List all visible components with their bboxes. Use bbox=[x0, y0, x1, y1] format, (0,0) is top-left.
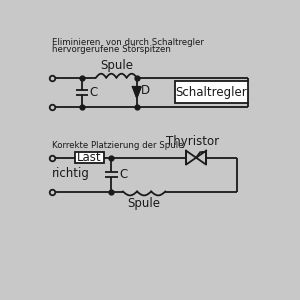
Text: C: C bbox=[119, 168, 128, 181]
Text: Eliminieren  von durch Schaltregler: Eliminieren von durch Schaltregler bbox=[52, 38, 204, 47]
Text: Spule: Spule bbox=[128, 197, 160, 210]
Text: Thyristor: Thyristor bbox=[167, 135, 220, 148]
Text: hervorgerufene Störspitzen: hervorgerufene Störspitzen bbox=[52, 45, 171, 54]
Bar bbox=[175, 81, 248, 103]
Text: Spule: Spule bbox=[100, 59, 133, 72]
Text: D: D bbox=[141, 84, 150, 97]
Polygon shape bbox=[133, 87, 141, 98]
Text: richtig: richtig bbox=[52, 167, 90, 180]
Text: C: C bbox=[90, 86, 98, 99]
Text: Last: Last bbox=[77, 151, 102, 164]
Bar bbox=[75, 152, 104, 164]
Text: Schaltregler: Schaltregler bbox=[176, 86, 248, 99]
Text: Korrekte Platzierung der Spule: Korrekte Platzierung der Spule bbox=[52, 142, 184, 151]
